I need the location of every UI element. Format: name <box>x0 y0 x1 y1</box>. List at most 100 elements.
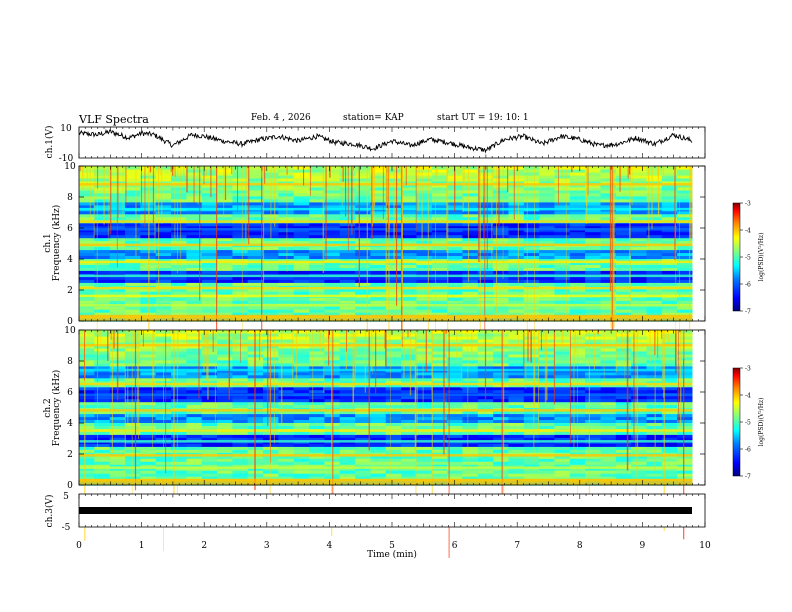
spectrogram-cell <box>477 452 494 456</box>
spectrogram-cell <box>416 192 433 197</box>
spectrogram-cell <box>125 166 141 170</box>
spectrogram-cell <box>309 234 325 239</box>
spectrogram-cell <box>94 234 111 239</box>
spectrogram-cell <box>646 473 663 477</box>
spectrogram-sferic <box>574 330 577 354</box>
spectrogram-cell <box>401 383 417 388</box>
spectrogram-cell <box>171 395 187 400</box>
spectrogram-cell <box>278 169 295 173</box>
spectrogram-cell <box>493 312 509 316</box>
spectrogram-cell <box>232 300 249 304</box>
spectrogram-cell <box>431 204 448 209</box>
spectrogram-cell <box>370 401 387 406</box>
spectrogram-cell <box>600 201 617 206</box>
spectrogram-cell <box>217 452 233 456</box>
spectrogram-cell <box>385 458 402 462</box>
spectrogram-cell <box>309 341 325 346</box>
spectrogram-cell <box>355 166 371 170</box>
spectrogram-cell <box>278 246 295 251</box>
spectrogram-sferic <box>534 166 535 384</box>
spectrogram-cell <box>109 192 126 197</box>
spectrogram-cell <box>508 234 525 239</box>
spectrogram-cell <box>631 279 647 283</box>
spectrogram-cell <box>171 267 187 271</box>
spectrogram-sferic <box>513 166 515 220</box>
spectrogram-cell <box>109 270 126 274</box>
spectrogram-cell <box>247 237 264 242</box>
spectrogram-sferic <box>571 166 573 173</box>
spectrogram-cell <box>309 174 325 179</box>
spectrogram-cell <box>477 255 494 259</box>
spectrogram-cell <box>631 288 647 292</box>
spectrogram-cell <box>493 180 509 185</box>
spectrogram-cell <box>155 252 172 256</box>
spectrogram-cell <box>171 389 187 394</box>
ch3-ytick-top: 5 <box>63 492 69 502</box>
spectrogram-cell <box>171 333 187 337</box>
spectrogram-cell <box>140 362 157 367</box>
spectrogram-cell <box>539 309 555 313</box>
spectrogram-cell <box>125 353 141 358</box>
spectrogram-cell <box>217 437 233 441</box>
spectrogram-cell <box>554 452 571 456</box>
spectrogram-cell <box>278 186 295 191</box>
spectrogram-cell <box>477 225 494 230</box>
spectrogram-cell <box>508 237 525 242</box>
spectrogram-cell <box>293 201 310 206</box>
spectrogram-cell <box>523 183 540 188</box>
spectrogram-cell <box>293 395 310 400</box>
spectrogram-cell <box>661 210 678 215</box>
spectrogram-cell <box>431 464 448 468</box>
spectrogram-cell <box>385 443 402 447</box>
spectrogram-cell <box>324 276 341 280</box>
spectrogram-cell <box>677 422 693 426</box>
spectrogram-cell <box>309 470 325 474</box>
spectrogram-cell <box>677 297 693 301</box>
spectrogram-cell <box>232 192 249 197</box>
spectrogram-cell <box>278 231 295 236</box>
spectrogram-cell <box>186 282 203 286</box>
spectrogram-cell <box>554 476 571 480</box>
spectrogram-sferic <box>517 166 519 283</box>
spectrogram-cell <box>201 186 218 191</box>
spectrogram-sferic <box>174 166 176 246</box>
spectrogram-cell <box>355 425 371 429</box>
spectrogram-cell <box>293 166 310 170</box>
spectrogram-cell <box>493 192 509 197</box>
spectrogram-cell <box>109 464 126 468</box>
spectrogram-cell <box>79 341 95 346</box>
spectrogram-cell <box>293 309 310 313</box>
spectrogram-cell <box>278 216 295 221</box>
spectrogram-cell <box>569 258 586 262</box>
spectrogram-cell <box>309 464 325 468</box>
spectrogram-cell <box>171 404 187 409</box>
spectrogram-cell <box>201 192 218 197</box>
spectrogram-cell <box>232 282 249 286</box>
spectrogram-cell <box>263 237 279 242</box>
spectrogram-cell <box>554 177 571 182</box>
spectrogram-cell <box>447 291 463 295</box>
spectrogram-cell <box>585 350 601 355</box>
spectrogram-cell <box>462 431 479 435</box>
spectrogram-cell <box>385 374 402 379</box>
spectrogram-cell <box>370 213 387 218</box>
spectrogram-sferic <box>401 330 403 348</box>
spectrogram-cell <box>339 213 356 218</box>
spectrogram-cell <box>554 252 571 256</box>
spectrogram-cell <box>309 267 325 271</box>
spectrogram-sferic <box>570 330 571 444</box>
spectrogram-cell <box>186 258 203 262</box>
spectrogram-cell <box>278 288 295 292</box>
spectrogram-cell <box>493 386 509 391</box>
spectrogram-cell <box>585 413 601 418</box>
spectrogram-cell <box>186 476 203 480</box>
spectrogram-cell <box>508 222 525 227</box>
spectrogram-cell <box>186 288 203 292</box>
spectrogram-cell <box>447 464 463 468</box>
spectrogram-cell <box>140 431 157 435</box>
spectrogram-cell <box>94 237 111 242</box>
spectrogram-cell <box>94 344 111 349</box>
spectrogram-sferic <box>493 166 495 179</box>
spectrogram-cell <box>416 353 433 358</box>
spectrogram-cell <box>155 270 172 274</box>
